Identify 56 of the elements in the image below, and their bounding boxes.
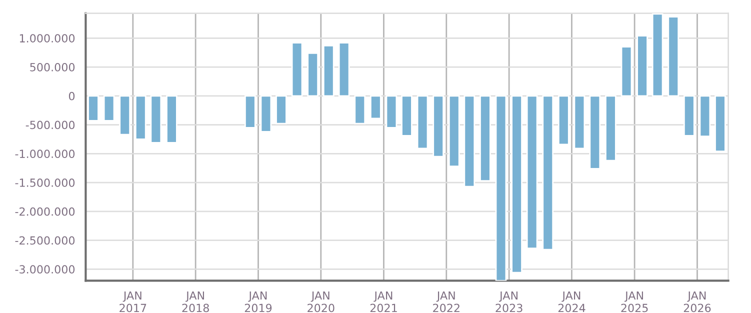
bar: [88, 95, 99, 122]
x-tick-label: JAN 2020: [308, 291, 334, 312]
bar: [276, 95, 287, 124]
bar: [542, 95, 554, 250]
bar: [244, 95, 256, 128]
bar: [260, 95, 272, 132]
bar: [166, 95, 178, 144]
bar: [386, 95, 398, 128]
bar: [511, 95, 522, 274]
x-tick-label: JAN 2024: [558, 291, 586, 312]
x-tick-label: JAN 2021: [370, 291, 397, 312]
bar: [134, 95, 146, 140]
bar: [354, 95, 366, 124]
bar: [103, 95, 115, 122]
bar: [574, 95, 586, 150]
y-tick-label: -1.500.000: [15, 178, 75, 187]
bar: [416, 95, 428, 150]
y-tick-label: -2.500.000: [15, 236, 75, 245]
bar: [370, 95, 382, 120]
x-tick-label: JAN 2025: [621, 291, 648, 312]
bar: [558, 95, 570, 146]
bar: [620, 46, 632, 97]
x-tick-label: JAN 2018: [182, 291, 209, 312]
bar: [464, 95, 476, 188]
bar: [291, 42, 303, 97]
y-tick-label: -500.000: [26, 120, 75, 130]
bar: [683, 95, 695, 136]
x-tick-label: JAN 2026: [684, 291, 711, 312]
y-tick-label: -3.000.000: [15, 265, 75, 274]
bar: [495, 95, 507, 281]
y-tick-label: 1.000.000: [20, 34, 75, 43]
y-tick-label: 500.000: [30, 62, 75, 72]
x-tick-label: JAN 2023: [496, 291, 522, 312]
bar: [526, 95, 538, 250]
bar: [714, 95, 726, 152]
bar: [448, 95, 460, 168]
bar: [432, 95, 444, 158]
y-tick-label: 0: [68, 92, 75, 100]
bar: [150, 95, 162, 144]
bar: [652, 13, 664, 97]
y-tick-label: -2.000.000: [15, 207, 75, 216]
bar: [119, 95, 131, 136]
y-tick-label: -1.000.000: [15, 150, 75, 158]
bar: [668, 16, 680, 97]
bar: [589, 95, 601, 170]
x-tick-label: JAN 2017: [120, 291, 146, 312]
bar: [699, 95, 711, 138]
bar: [636, 35, 648, 97]
x-tick-label: JAN 2022: [433, 291, 460, 312]
bar: [401, 95, 412, 136]
bar: [480, 95, 491, 182]
bar: [307, 52, 319, 97]
x-tick-label: JAN 2019: [244, 291, 272, 312]
bar: [322, 44, 334, 97]
bar: [338, 42, 350, 97]
bar: [605, 95, 616, 162]
